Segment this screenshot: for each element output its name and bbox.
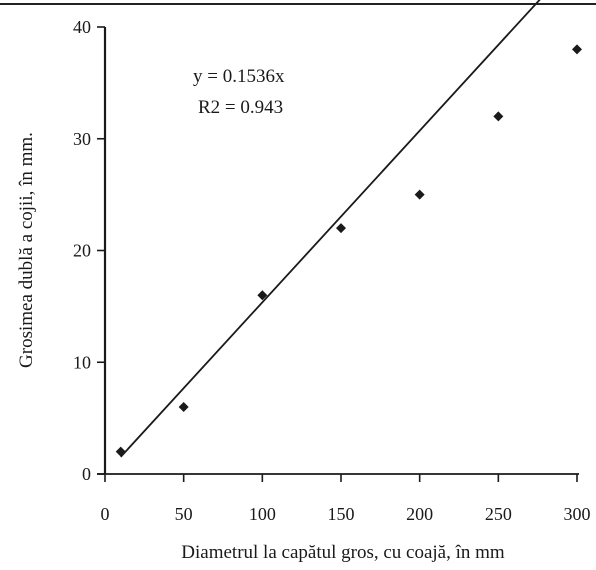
x-axis-title: Diametrul la capătul gros, cu coajă, în … — [181, 542, 505, 563]
y-tick-label: 30 — [73, 129, 91, 149]
y-tick-label: 20 — [73, 241, 91, 261]
equation-label: y = 0.1536x — [193, 66, 285, 87]
x-tick-label: 250 — [485, 504, 512, 524]
data-point — [178, 401, 189, 412]
data-point — [493, 111, 504, 122]
x-tick-label: 300 — [564, 504, 591, 524]
y-tick-label: 0 — [82, 464, 91, 484]
trendline — [120, 0, 541, 458]
x-tick-label: 200 — [406, 504, 433, 524]
x-tick-label: 150 — [328, 504, 355, 524]
x-tick-label: 100 — [249, 504, 276, 524]
y-ticks: 0 10 20 30 40 — [73, 17, 105, 484]
data-point — [115, 446, 126, 457]
y-tick-label: 10 — [73, 352, 91, 372]
r-squared-label: R2 = 0.943 — [198, 97, 283, 118]
x-tick-label: 0 — [101, 504, 110, 524]
x-ticks: 0 50 100 150 200 250 300 — [101, 474, 591, 524]
y-axis-title: Grosimea dublă a cojii, în mm. — [16, 132, 37, 368]
axes — [97, 27, 579, 475]
data-point — [336, 223, 346, 234]
data-point — [257, 290, 268, 301]
data-point — [414, 189, 425, 200]
data-point — [572, 44, 582, 55]
y-tick-label: 40 — [73, 17, 91, 37]
data-points — [115, 44, 582, 457]
x-tick-label: 50 — [175, 504, 193, 524]
